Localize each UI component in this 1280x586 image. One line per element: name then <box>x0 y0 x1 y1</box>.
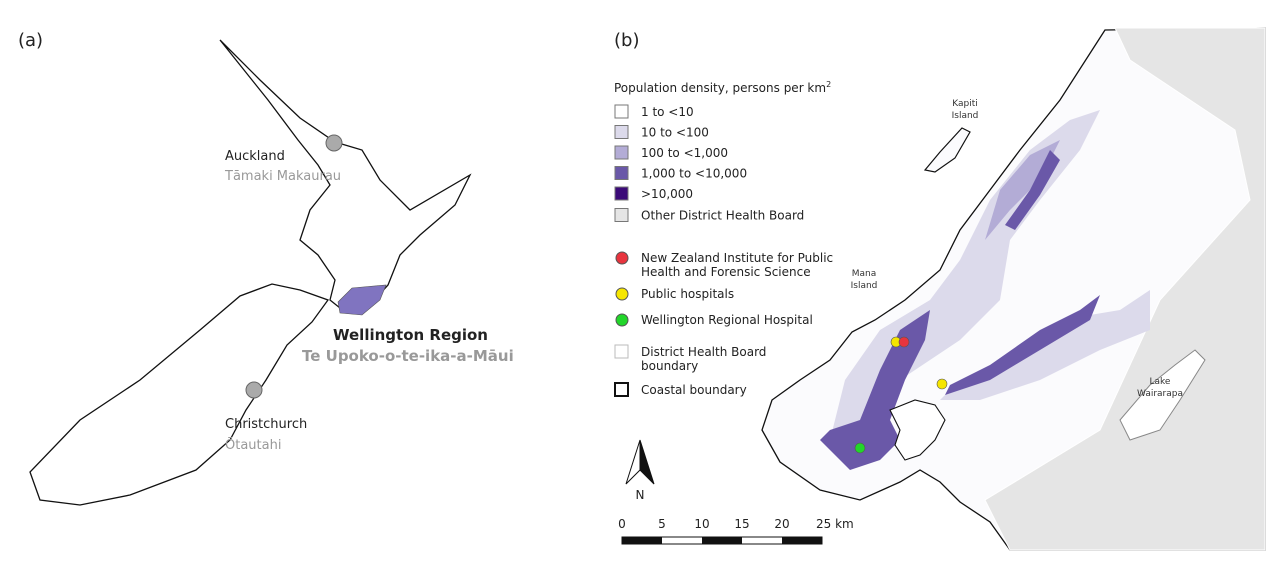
harbour <box>889 399 946 461</box>
legend-title: Population density, persons per km2 <box>614 80 831 95</box>
legend: 1 to <10 10 to <100 100 to <1,000 1,000 to … <box>614 104 833 397</box>
legend-label: Coastal boundary <box>641 383 747 397</box>
place-maori-name: Te Upoko-o-te-ika-a-Māui <box>302 347 514 365</box>
place-name: Christchurch <box>225 417 307 432</box>
north-label: N <box>636 488 645 502</box>
scale-labels: 0 5 10 15 20 25 km <box>618 517 854 531</box>
scale-label: 15 <box>734 517 749 531</box>
place-name: Wellington Region <box>333 326 488 344</box>
density-1000-10000 <box>945 295 1100 395</box>
legend-swatch <box>614 166 629 180</box>
density-1000-10000 <box>1005 150 1060 230</box>
legend-label: 100 to <1,000 <box>641 146 728 160</box>
regional-hospital <box>854 442 866 454</box>
legend-point <box>615 287 629 301</box>
kapiti-island <box>923 127 971 173</box>
place-maori-name: Tāmaki Makaurau <box>224 169 341 184</box>
legend-line: Health and Forensic Science <box>641 265 811 279</box>
legend-line: New Zealand Institute for Public <box>641 251 833 265</box>
map-label: Lake Wairarapa <box>1137 377 1183 399</box>
legend-swatch <box>614 344 629 359</box>
legend-swatch <box>614 125 629 139</box>
other-dhb <box>984 27 1266 551</box>
legend-line: Wellington Regional Hospital <box>641 313 813 327</box>
institute-site <box>898 336 910 348</box>
legend-label: New Zealand Institute for Public Health a… <box>641 251 833 279</box>
scale-label: 0 <box>618 517 626 531</box>
legend-label: Public hospitals <box>641 287 734 301</box>
legend-point <box>615 251 629 265</box>
city-marker <box>325 134 343 152</box>
south-island <box>29 283 330 506</box>
legend-line: boundary <box>641 359 698 373</box>
panel-label: (a) <box>18 30 43 51</box>
legend-line: District Health Board <box>641 345 766 359</box>
wellington-region <box>337 284 387 316</box>
density-1000-10000 <box>820 310 930 470</box>
legend-label: 1,000 to <10,000 <box>641 167 747 181</box>
legend-swatch <box>614 145 629 160</box>
legend-point <box>615 313 629 327</box>
legend-label: District Health Board boundary <box>641 345 766 373</box>
legend-line: Coastal boundary <box>641 383 747 397</box>
legend-label: Other District Health Board <box>641 209 804 223</box>
scale-bar <box>782 537 822 544</box>
scale-bar <box>622 537 662 544</box>
scale-bar <box>702 537 742 544</box>
legend-label: >10,000 <box>641 187 693 201</box>
scale-label: 25 km <box>816 517 854 531</box>
legend-line: Public hospitals <box>641 287 734 301</box>
scale-label: 10 <box>694 517 709 531</box>
legend-swatch <box>614 382 629 397</box>
density-100-1000 <box>985 140 1060 240</box>
city-marker <box>245 381 263 399</box>
lake-wairarapa <box>1119 349 1206 441</box>
map-label: Kapiti Island <box>952 99 979 121</box>
legend-label: 1 to <10 <box>641 105 694 119</box>
north-arrow <box>639 439 655 485</box>
legend-label: Wellington Regional Hospital <box>641 313 813 327</box>
place-name: Auckland <box>225 149 285 164</box>
map-label: Mana Island <box>851 269 878 291</box>
legend-swatch <box>614 208 629 222</box>
scale-label: 5 <box>658 517 666 531</box>
legend-label: 10 to <100 <box>641 126 709 140</box>
panel-label: (b) <box>614 30 639 51</box>
public-hospital <box>936 378 948 390</box>
place-maori-name: Ōtautahi <box>225 438 281 453</box>
north-arrow <box>625 439 641 485</box>
legend-swatch <box>614 186 629 201</box>
scale-label: 20 <box>774 517 789 531</box>
legend-swatch <box>614 104 629 119</box>
